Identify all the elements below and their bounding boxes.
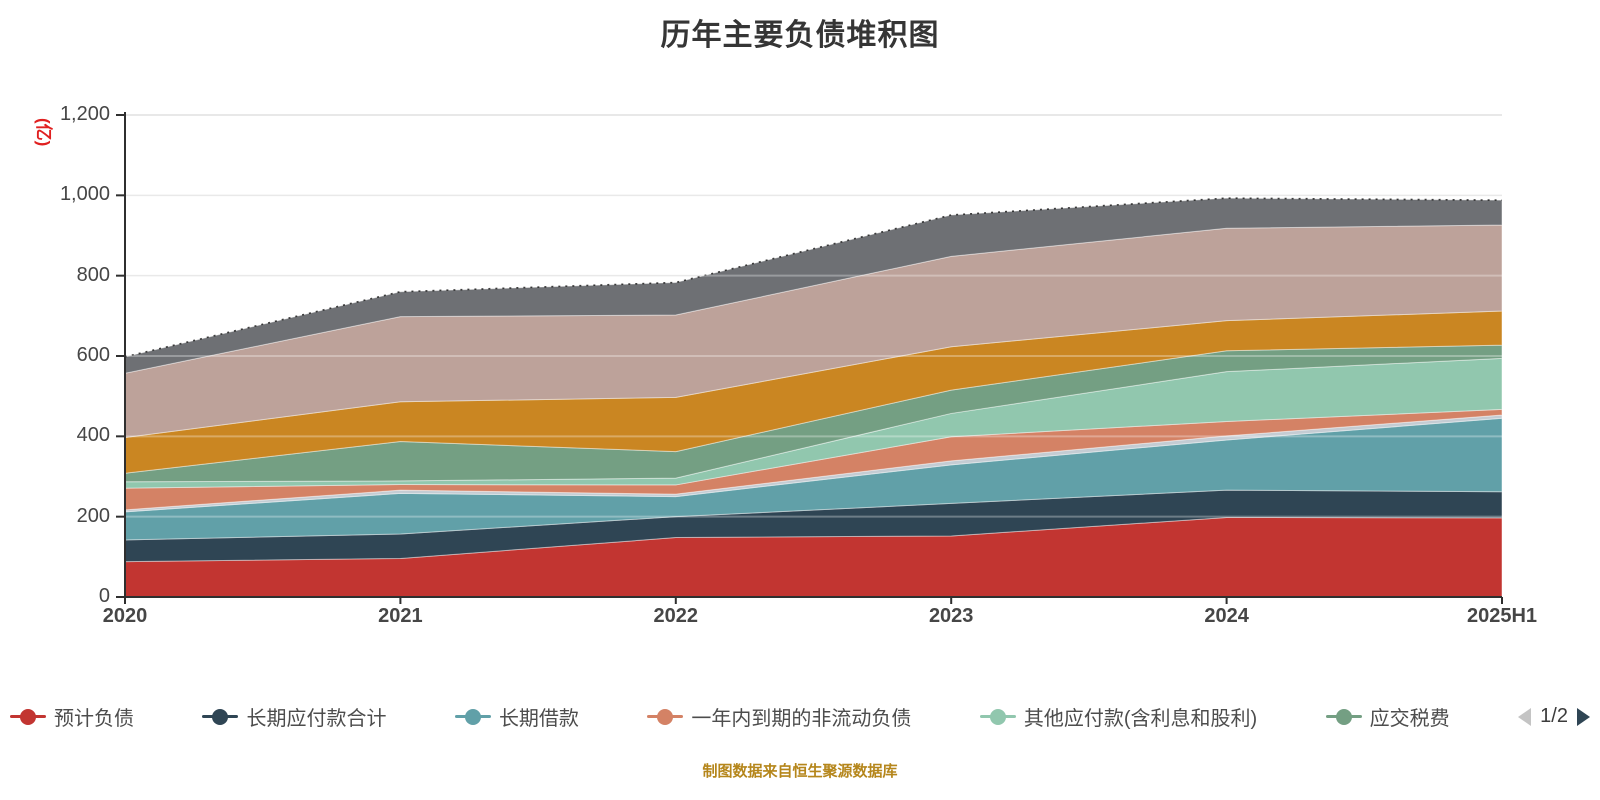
- y-tick-label-200: 200: [76, 504, 110, 527]
- legend-marker-dot: [1335, 708, 1352, 725]
- x-tick-label-2020: 2020: [102, 605, 148, 627]
- legend-next-page-icon[interactable]: [1576, 707, 1590, 726]
- x-tick-label-2025H1: 2025H1: [1466, 605, 1538, 627]
- legend-item-应交税费[interactable]: 应交税费: [1325, 702, 1450, 731]
- y-tick-label-800: 800: [76, 263, 110, 286]
- chart-title: 历年主要负债堆积图: [660, 19, 940, 52]
- total-line: [124, 197, 1503, 358]
- legend-item-一年内到期的非流动负债[interactable]: 一年内到期的非流动负债: [647, 702, 911, 731]
- x-tick-label-2022: 2022: [653, 605, 699, 627]
- legend-line-dot-icon: [10, 708, 46, 725]
- legend-page-indicator: 1/2: [1540, 705, 1568, 727]
- legend-marker-dot: [657, 708, 674, 725]
- y-tick-label-1,000: 1,000: [59, 183, 110, 206]
- legend-marker-dot: [20, 708, 36, 725]
- legend-item-预计负债[interactable]: 预计负债: [10, 702, 134, 731]
- legend: 预计负债 长期应付款合计 长期借款 一年内到期的非流动负债 其他应付款(含利息和股利) 应…: [10, 702, 1590, 731]
- y-tick-label-600: 600: [76, 344, 110, 366]
- legend-label: 长期应付款合计: [246, 708, 387, 730]
- legend-label: 一年内到期的非流动负债: [691, 708, 912, 730]
- legend-label: 预计负债: [54, 708, 134, 730]
- legend-label: 其他应付款(含利息和股利): [1023, 708, 1258, 730]
- legend-marker-dot: [464, 708, 481, 725]
- legend-prev-page-icon[interactable]: [1518, 707, 1532, 726]
- y-tick-label-400: 400: [76, 424, 110, 447]
- legend-line-dot-icon: [454, 708, 491, 725]
- y-tick-label-1,200: 1,200: [59, 103, 110, 125]
- legend-pager: 1/2: [1518, 705, 1590, 728]
- x-tick-label-2024: 2024: [1204, 605, 1249, 627]
- y-tick-label-0: 0: [98, 585, 110, 607]
- legend-label: 应交税费: [1369, 708, 1450, 730]
- area-series-10: [124, 197, 1503, 374]
- x-tick-label-2023: 2023: [928, 605, 974, 627]
- data-source-note: 制图数据来自恒生聚源数据库: [702, 763, 898, 780]
- legend-line-dot-icon: [1325, 708, 1362, 725]
- legend-item-长期应付款合计[interactable]: 长期应付款合计: [202, 702, 386, 731]
- legend-marker-dot: [989, 708, 1006, 725]
- legend-line-dot-icon: [202, 708, 239, 725]
- x-tick-label-2021: 2021: [378, 605, 423, 627]
- legend-item-长期借款[interactable]: 长期借款: [454, 702, 579, 731]
- legend-marker-dot: [212, 708, 229, 725]
- legend-line-dot-icon: [979, 708, 1016, 725]
- legend-label: 长期借款: [498, 708, 579, 730]
- legend-item-其他应付款(含利息和股利)[interactable]: 其他应付款(含利息和股利): [979, 702, 1258, 731]
- legend-line-dot-icon: [647, 708, 684, 725]
